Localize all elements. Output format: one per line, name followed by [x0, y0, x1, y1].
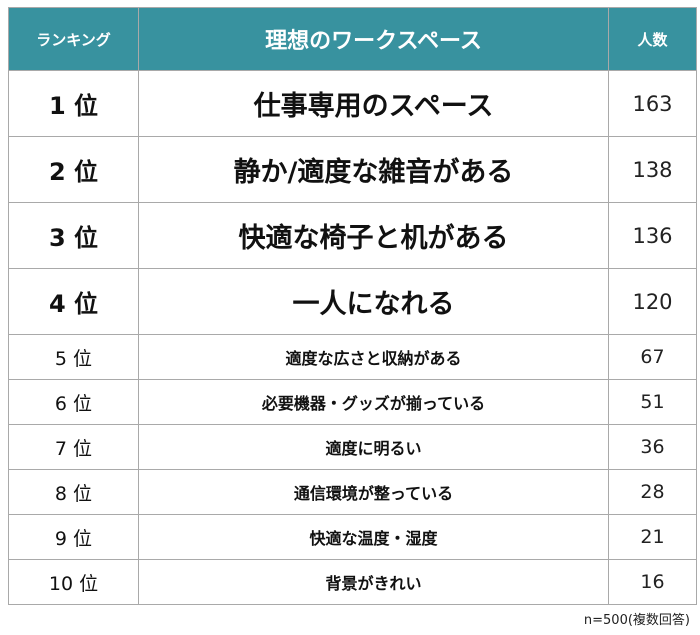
count-cell: 36	[608, 424, 697, 470]
ranking-table: ランキング 理想のワークスペース 人数 1 位 仕事専用のスペース 163 2 …	[8, 7, 697, 605]
item-cell: 一人になれる	[138, 268, 609, 335]
item-cell: 適度な広さと収納がある	[138, 334, 609, 380]
count-cell: 163	[608, 70, 697, 137]
rank-cell: 9 位	[8, 514, 139, 560]
rank-cell: 2 位	[8, 136, 139, 203]
table-row: 6 位 必要機器・グッズが揃っている 51	[8, 379, 697, 425]
item-cell: 通信環境が整っている	[138, 469, 609, 515]
item-cell: 適度に明るい	[138, 424, 609, 470]
table-row: 1 位 仕事専用のスペース 163	[8, 70, 697, 137]
rank-cell: 5 位	[8, 334, 139, 380]
table-row: 9 位 快適な温度・湿度 21	[8, 514, 697, 560]
count-cell: 67	[608, 334, 697, 380]
table-row: 10 位 背景がきれい 16	[8, 559, 697, 605]
count-cell: 136	[608, 202, 697, 269]
rank-cell: 4 位	[8, 268, 139, 335]
rank-cell: 1 位	[8, 70, 139, 137]
table-row: 5 位 適度な広さと収納がある 67	[8, 334, 697, 380]
table-row: 7 位 適度に明るい 36	[8, 424, 697, 470]
rank-cell: 3 位	[8, 202, 139, 269]
rank-cell: 10 位	[8, 559, 139, 605]
item-cell: 快適な椅子と机がある	[138, 202, 609, 269]
count-cell: 51	[608, 379, 697, 425]
table-row: 8 位 通信環境が整っている 28	[8, 469, 697, 515]
item-cell: 必要機器・グッズが揃っている	[138, 379, 609, 425]
item-cell: 快適な温度・湿度	[138, 514, 609, 560]
item-cell: 背景がきれい	[138, 559, 609, 605]
count-cell: 120	[608, 268, 697, 335]
count-cell: 138	[608, 136, 697, 203]
count-cell: 28	[608, 469, 697, 515]
header-item: 理想のワークスペース	[138, 7, 609, 71]
rank-cell: 6 位	[8, 379, 139, 425]
rank-cell: 8 位	[8, 469, 139, 515]
rank-cell: 7 位	[8, 424, 139, 470]
item-cell: 仕事専用のスペース	[138, 70, 609, 137]
header-rank: ランキング	[8, 7, 139, 71]
table-row: 3 位 快適な椅子と机がある 136	[8, 202, 697, 269]
count-cell: 21	[608, 514, 697, 560]
sample-size-note: n=500(複数回答)	[583, 613, 690, 628]
table-row: 2 位 静か/適度な雑音がある 138	[8, 136, 697, 203]
table-header-row: ランキング 理想のワークスペース 人数	[8, 7, 697, 71]
table-row: 4 位 一人になれる 120	[8, 268, 697, 335]
item-cell: 静か/適度な雑音がある	[138, 136, 609, 203]
count-cell: 16	[608, 559, 697, 605]
header-count: 人数	[608, 7, 697, 71]
